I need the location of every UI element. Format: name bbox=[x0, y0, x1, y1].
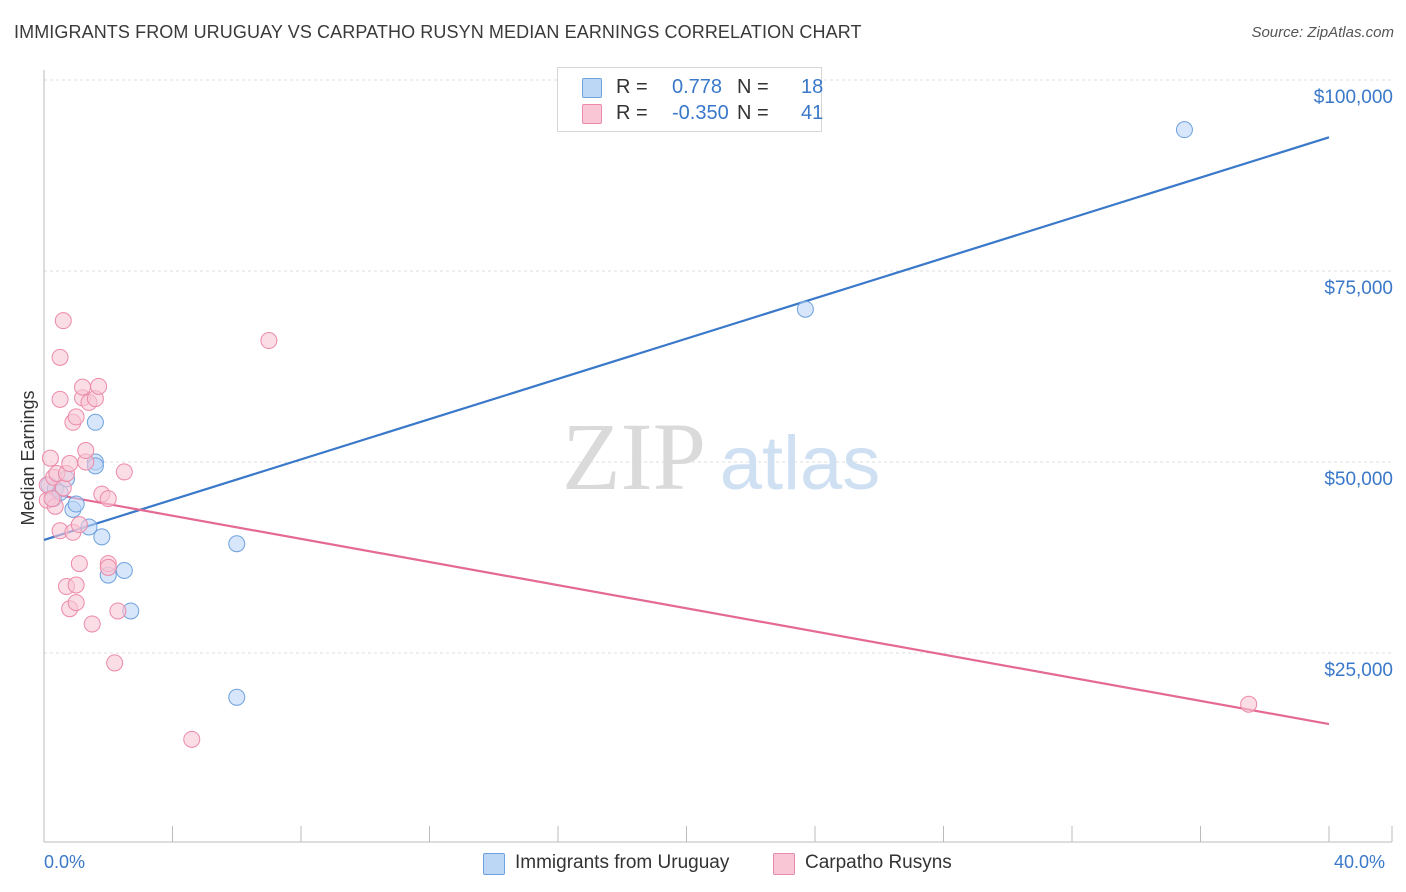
y-tick-labels: $25,000 $50,000 $75,000 $100,000 bbox=[1314, 87, 1393, 681]
y-tick-label: $100,000 bbox=[1314, 87, 1393, 108]
point-carpatho bbox=[51, 390, 69, 408]
point-carpatho bbox=[54, 312, 72, 330]
legend-r-label: R = bbox=[616, 102, 648, 124]
chart-title: IMMIGRANTS FROM URUGUAY VS CARPATHO RUSY… bbox=[14, 22, 862, 42]
point-carpatho bbox=[70, 516, 88, 534]
axes bbox=[43, 70, 1393, 843]
trend-lines bbox=[43, 136, 1330, 726]
legend-n-value: 41 bbox=[801, 102, 824, 124]
point-uruguay bbox=[228, 688, 246, 706]
point-uruguay bbox=[86, 413, 104, 431]
legend-label-carpatho: Carpatho Rusyns bbox=[805, 852, 952, 873]
legend-r-value: 0.778 bbox=[672, 76, 723, 98]
correlation-legend: R = 0.778 N = 18 R = -0.350 N = 41 bbox=[557, 67, 824, 132]
point-carpatho bbox=[90, 377, 108, 395]
point-carpatho bbox=[43, 490, 61, 508]
trend-line bbox=[43, 491, 1330, 726]
point-carpatho bbox=[183, 730, 201, 748]
legend-swatch-carpatho bbox=[773, 853, 795, 875]
legend-n-label: N = bbox=[737, 102, 769, 124]
point-uruguay bbox=[115, 561, 133, 579]
point-uruguay bbox=[67, 495, 85, 513]
y-axis-label: Median Earnings bbox=[18, 390, 38, 525]
legend-swatch-uruguay bbox=[483, 853, 505, 875]
point-carpatho bbox=[41, 449, 59, 467]
point-carpatho bbox=[109, 602, 127, 620]
y-tick-label: $25,000 bbox=[1324, 660, 1393, 681]
point-carpatho bbox=[74, 378, 92, 396]
point-carpatho bbox=[83, 615, 101, 633]
point-uruguay bbox=[1175, 121, 1193, 139]
legend-swatch-carpatho bbox=[582, 104, 602, 124]
point-carpatho bbox=[115, 463, 133, 481]
point-carpatho bbox=[260, 332, 278, 350]
legend-n-label: N = bbox=[737, 76, 769, 98]
y-tick-label: $50,000 bbox=[1324, 469, 1393, 490]
trend-line bbox=[43, 136, 1330, 541]
point-carpatho bbox=[67, 408, 85, 426]
data-points bbox=[38, 121, 1258, 748]
point-carpatho bbox=[1240, 695, 1258, 713]
y-tick-label: $75,000 bbox=[1324, 278, 1393, 299]
legend-r-value: -0.350 bbox=[672, 102, 729, 124]
point-uruguay bbox=[796, 300, 814, 318]
point-carpatho bbox=[51, 348, 69, 366]
grid-lines bbox=[44, 79, 1392, 654]
point-carpatho bbox=[99, 490, 117, 508]
legend-label-uruguay: Immigrants from Uruguay bbox=[515, 852, 730, 873]
point-carpatho bbox=[61, 455, 79, 473]
point-carpatho bbox=[77, 442, 95, 460]
x-axis-min-label: 0.0% bbox=[44, 852, 86, 872]
x-axis-max-label: 40.0% bbox=[1334, 852, 1386, 872]
legend-r-label: R = bbox=[616, 76, 648, 98]
point-carpatho bbox=[67, 576, 85, 594]
watermark-atlas: atlas bbox=[720, 421, 881, 506]
point-uruguay bbox=[93, 528, 111, 546]
point-uruguay bbox=[228, 535, 246, 553]
watermark: ZIP atlas bbox=[562, 403, 880, 510]
legend-n-value: 18 bbox=[801, 76, 824, 98]
watermark-zip: ZIP bbox=[562, 403, 706, 510]
source-label: Source: ZipAtlas.com bbox=[1251, 24, 1394, 41]
point-carpatho bbox=[70, 555, 88, 573]
point-carpatho bbox=[67, 594, 85, 612]
point-carpatho bbox=[106, 654, 124, 672]
point-carpatho bbox=[99, 558, 117, 576]
legend-swatch-uruguay bbox=[582, 78, 602, 98]
